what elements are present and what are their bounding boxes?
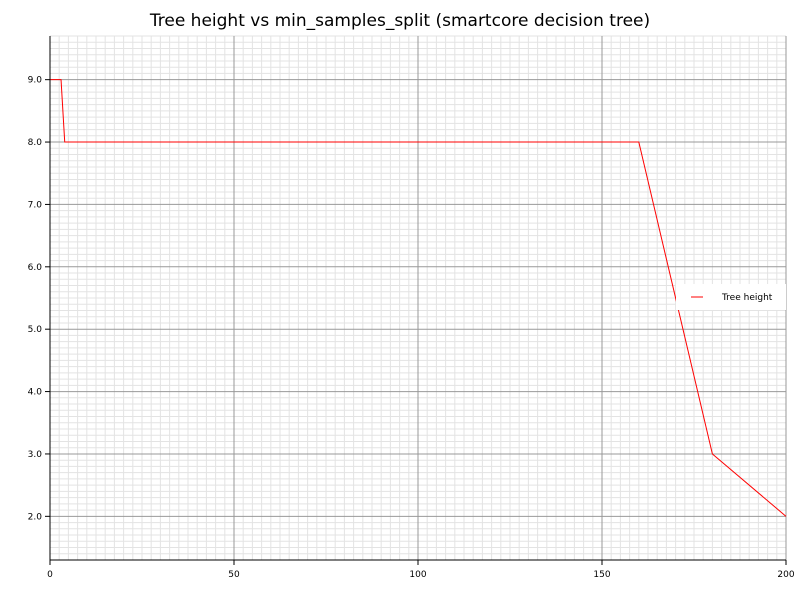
y-tick-label: 4.0 — [28, 388, 43, 398]
y-tick-label: 5.0 — [28, 325, 43, 335]
y-tick-label: 8.0 — [28, 138, 43, 148]
x-tick-label: 150 — [593, 570, 610, 580]
x-tick-label: 0 — [47, 570, 53, 580]
tick-labels: 0 50 100 150 200 2.0 3.0 4.0 5.0 6.0 7.0 8.0 9.0 — [28, 76, 795, 580]
x-tick-label: 100 — [409, 570, 426, 580]
y-tick-label: 6.0 — [28, 263, 43, 273]
y-tick-label: 7.0 — [28, 200, 43, 210]
legend-label: Tree height — [721, 293, 773, 303]
major-grid — [49, 36, 787, 560]
y-tick-label: 3.0 — [28, 450, 43, 460]
y-tick-label: 2.0 — [28, 512, 43, 522]
y-tick-label: 9.0 — [28, 76, 43, 86]
axes — [45, 36, 787, 565]
chart-title: Tree height vs min_samples_split (smartc… — [149, 11, 651, 31]
legend[interactable]: Tree height — [676, 284, 786, 310]
x-tick-label: 50 — [228, 570, 240, 580]
series-line-0 — [50, 79, 787, 517]
x-tick-label: 200 — [777, 570, 794, 580]
